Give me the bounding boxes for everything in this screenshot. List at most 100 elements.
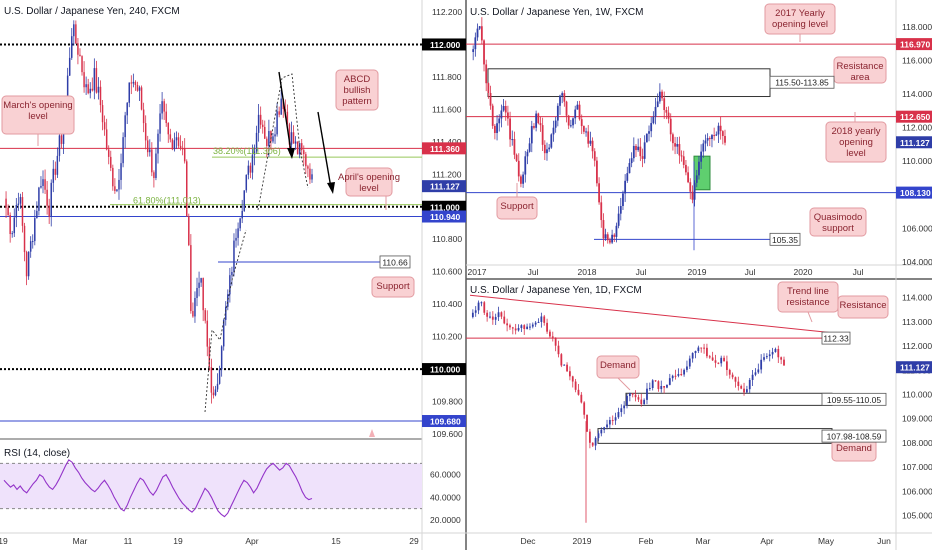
p2-candle	[645, 133, 648, 143]
p2-candle	[485, 64, 488, 84]
callout-box	[821, 392, 887, 406]
p3-candle	[540, 316, 543, 322]
price-tag-label: 111.360	[430, 144, 460, 154]
p1-candle	[101, 105, 104, 123]
p1-candle	[286, 111, 289, 125]
p3-candle	[588, 431, 591, 443]
p2-candle	[632, 145, 635, 159]
price-tag	[422, 38, 466, 51]
p2-candle	[598, 183, 600, 203]
p2-candle	[483, 40, 485, 65]
p3-candle	[680, 374, 683, 376]
p2-candle	[596, 160, 598, 184]
p3-candle	[728, 369, 731, 375]
note-quasimodo-bubble	[809, 207, 867, 237]
p1-candle	[204, 310, 206, 321]
p2-candle	[500, 110, 503, 119]
p1-candle	[132, 81, 135, 84]
p1-candle	[188, 216, 190, 246]
note-2018-open-bubble	[825, 121, 887, 163]
p1-candle	[54, 168, 57, 175]
p2-candle	[661, 91, 663, 99]
p3-candle	[760, 359, 763, 370]
p2-candle	[615, 225, 618, 237]
price-tag	[896, 136, 932, 149]
p1-candle	[17, 203, 20, 206]
p2-candle	[724, 135, 726, 143]
p1-candle	[144, 123, 147, 141]
p3-candle	[563, 364, 566, 366]
p1-candle	[268, 131, 270, 147]
p1-candle	[153, 172, 155, 179]
p2-candle	[478, 26, 481, 29]
p3-candles	[471, 300, 785, 451]
x-tick-label: Mar	[696, 536, 711, 546]
callout-11066: 110.66	[382, 257, 408, 267]
p1-candle	[200, 278, 202, 283]
note-resistance-area: Resistance area	[837, 61, 884, 83]
note-support: Support	[500, 201, 534, 212]
x-tick-label: 19	[173, 536, 183, 546]
x-tick-label: Apr	[760, 536, 773, 546]
p1-candle	[95, 68, 98, 93]
y-tick-label: 110.600	[432, 267, 462, 277]
p1-candle	[218, 369, 221, 384]
rsi-line	[3, 459, 313, 518]
p3-candle	[688, 358, 691, 367]
callout-demand-lower: 107.98-108.59	[827, 432, 882, 442]
p1-candle	[296, 141, 299, 155]
p1-candle	[251, 154, 254, 173]
price-tag-label: 110.000	[430, 365, 461, 375]
p3-candle	[671, 375, 674, 379]
p3-candle	[657, 381, 660, 390]
p2-candle	[589, 140, 592, 144]
p1-candle	[303, 150, 305, 155]
p1-candle	[288, 124, 291, 145]
p2-candle	[502, 105, 505, 111]
p2-candle	[565, 101, 568, 116]
p3-candle	[500, 312, 503, 317]
trend-line-resistance	[469, 294, 833, 334]
p3-candle	[628, 393, 631, 396]
note-pointer	[617, 377, 631, 391]
p3-candle	[663, 386, 666, 388]
p2-candle	[548, 147, 551, 150]
p3-candle	[714, 360, 717, 363]
price-tag	[896, 38, 932, 51]
p3-candle	[560, 354, 563, 366]
p3-candle	[571, 376, 574, 382]
p3-candle	[614, 417, 617, 421]
fib-618-label: 61.80%(111.013)	[133, 196, 201, 206]
p3-candle	[514, 328, 517, 331]
arrow-line	[278, 71, 292, 153]
p3-candle	[751, 374, 754, 380]
y-tick-label: 104.000	[902, 257, 932, 267]
p3-candle	[720, 357, 723, 364]
p2-candle	[656, 101, 659, 107]
p3-candle	[489, 316, 491, 318]
p2-candle	[578, 104, 581, 120]
p3-candle	[474, 310, 477, 313]
p2-candle	[569, 125, 572, 127]
x-tick-label: Jul	[528, 267, 539, 277]
p2-candle	[546, 149, 548, 154]
p1-candle	[138, 87, 141, 91]
p1-candle	[99, 86, 102, 106]
p2-candle	[522, 174, 525, 184]
y-tick-label: 114.000	[902, 89, 932, 99]
p3-candle	[608, 420, 611, 425]
p1-candle	[220, 346, 223, 370]
p1-candle	[89, 88, 91, 94]
p1-candle	[46, 189, 48, 206]
p1-candle	[202, 278, 204, 311]
p3-candle	[606, 424, 608, 428]
price-tag	[422, 200, 466, 213]
p3-candle	[594, 438, 597, 446]
p2-candle	[721, 131, 724, 136]
p1-candle	[130, 82, 133, 84]
p2-candle	[685, 164, 687, 173]
p1-candle	[179, 145, 182, 149]
p2-candle	[626, 173, 629, 181]
p2-candle	[706, 138, 709, 141]
p2-candle	[491, 105, 494, 126]
